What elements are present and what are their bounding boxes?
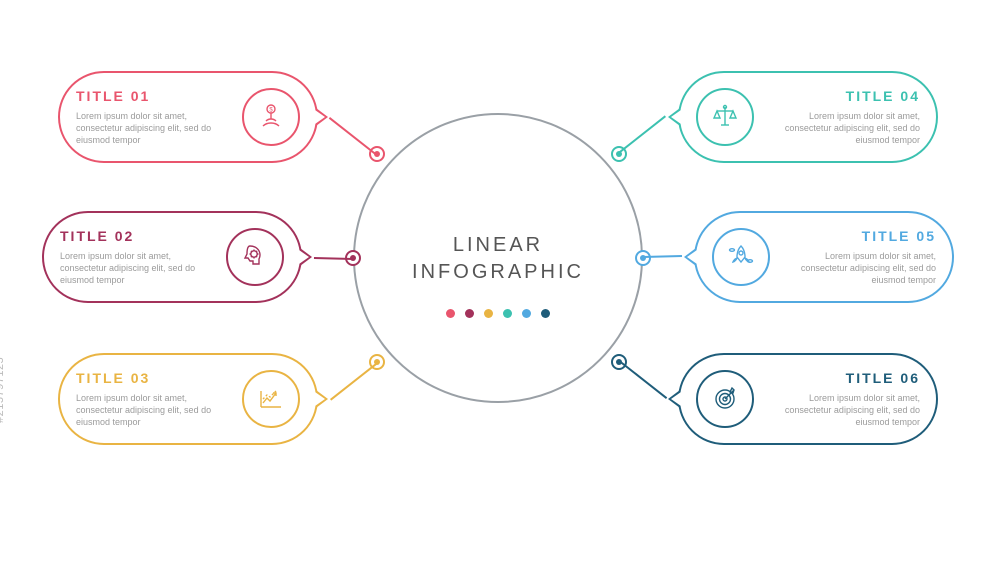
- bubble-text-5: TITLE 05 Lorem ipsum dolor sit amet, cons…: [770, 228, 936, 286]
- connector-line-4: [618, 115, 666, 154]
- bubble-title-5: TITLE 05: [782, 228, 936, 244]
- rocket-icon: [712, 228, 770, 286]
- bubble-5: TITLE 05 Lorem ipsum dolor sit amet, cons…: [694, 211, 954, 303]
- bubble-text-4: TITLE 04 Lorem ipsum dolor sit amet, cons…: [754, 88, 920, 146]
- scales-icon: [696, 88, 754, 146]
- center-dot: [465, 309, 474, 318]
- bubble-tail-inner: [299, 250, 309, 264]
- bubble-desc-3: Lorem ipsum dolor sit amet, consectetur …: [76, 392, 230, 428]
- center-dot: [541, 309, 550, 318]
- bubble-tail-inner: [687, 250, 697, 264]
- bubble-title-2: TITLE 02: [60, 228, 214, 244]
- bubble-tail-inner: [315, 392, 325, 406]
- bubble-6: TITLE 06 Lorem ipsum dolor sit amet, cons…: [678, 353, 938, 445]
- center-title: LINEAR INFOGRAPHIC: [353, 232, 643, 286]
- bubble-1: $ TITLE 01 Lorem ipsum dolor sit amet, con…: [58, 71, 318, 163]
- center-dot: [503, 309, 512, 318]
- center-title-line1: LINEAR: [353, 232, 643, 259]
- bubble-title-4: TITLE 04: [766, 88, 920, 104]
- center-dot: [446, 309, 455, 318]
- connector-line-3: [330, 362, 378, 401]
- bubble-title-3: TITLE 03: [76, 370, 230, 386]
- bubble-title-1: TITLE 01: [76, 88, 230, 104]
- connector-line-5: [643, 255, 682, 258]
- target-icon: [696, 370, 754, 428]
- bubble-2: TITLE 02 Lorem ipsum dolor sit amet, cons…: [42, 211, 302, 303]
- bubble-tail-inner: [315, 110, 325, 124]
- bubble-desc-5: Lorem ipsum dolor sit amet, consectetur …: [782, 250, 936, 286]
- bubble-text-3: TITLE 03 Lorem ipsum dolor sit amet, cons…: [76, 370, 242, 428]
- connector-line-2: [314, 257, 353, 260]
- connector-node-5: [635, 250, 651, 266]
- bubble-desc-1: Lorem ipsum dolor sit amet, consectetur …: [76, 110, 230, 146]
- bubble-tail-inner: [671, 110, 681, 124]
- money-plant-icon: $: [242, 88, 300, 146]
- infographic-stage: LINEAR INFOGRAPHIC #215797125 $ TITLE 01 L…: [0, 0, 1000, 563]
- chart-up-icon: [242, 370, 300, 428]
- bubble-tail-inner: [671, 392, 681, 406]
- connector-node-1: [369, 146, 385, 162]
- bubble-desc-4: Lorem ipsum dolor sit amet, consectetur …: [766, 110, 920, 146]
- center-dot: [522, 309, 531, 318]
- center-dots: [353, 305, 643, 323]
- bubble-desc-2: Lorem ipsum dolor sit amet, consectetur …: [60, 250, 214, 286]
- connector-line-6: [619, 360, 667, 399]
- head-gear-icon: [226, 228, 284, 286]
- bubble-desc-6: Lorem ipsum dolor sit amet, consectetur …: [766, 392, 920, 428]
- watermark: #215797125: [0, 357, 6, 423]
- bubble-3: TITLE 03 Lorem ipsum dolor sit amet, cons…: [58, 353, 318, 445]
- connector-line-1: [329, 117, 377, 156]
- bubble-4: TITLE 04 Lorem ipsum dolor sit amet, cons…: [678, 71, 938, 163]
- center-dot: [484, 309, 493, 318]
- bubble-text-6: TITLE 06 Lorem ipsum dolor sit amet, cons…: [754, 370, 920, 428]
- center-title-line2: INFOGRAPHIC: [353, 259, 643, 286]
- bubble-text-1: TITLE 01 Lorem ipsum dolor sit amet, cons…: [76, 88, 242, 146]
- bubble-title-6: TITLE 06: [766, 370, 920, 386]
- bubble-text-2: TITLE 02 Lorem ipsum dolor sit amet, cons…: [60, 228, 226, 286]
